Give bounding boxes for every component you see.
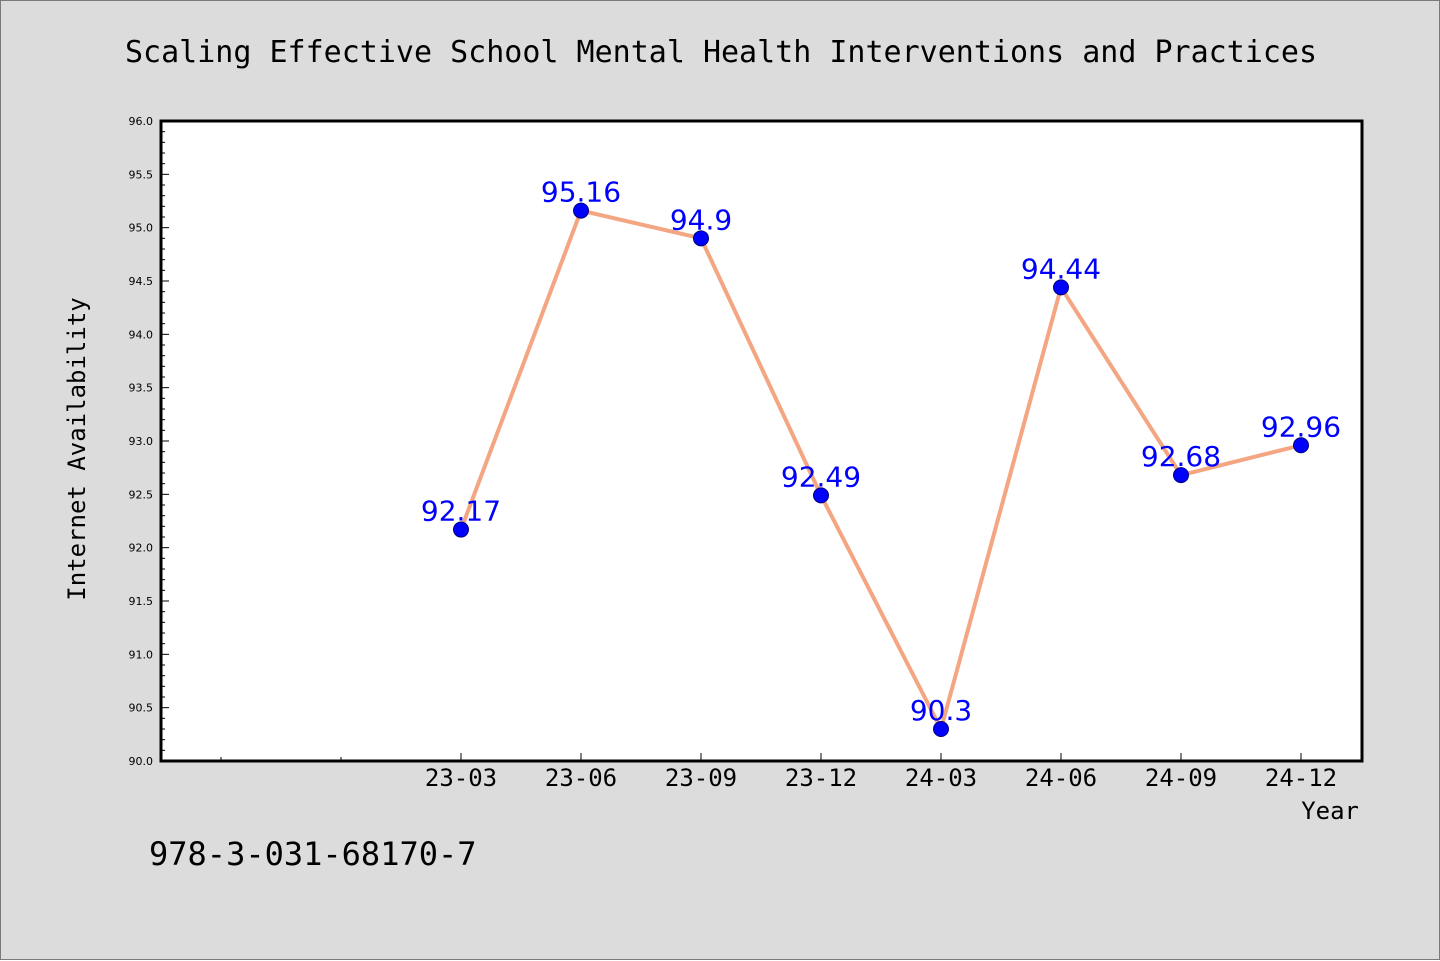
data-point [813,487,829,504]
y-tick-label: 95.5 [129,168,154,181]
data-point [933,721,949,737]
x-tick-label: 24-12 [1265,764,1337,792]
data-label: 92.17 [421,495,501,528]
y-tick-label: 92.0 [129,542,154,555]
y-tick-label: 94.0 [129,328,154,341]
data-label: 92.96 [1261,410,1341,443]
series-line [459,208,1303,731]
y-tick-label: 95.0 [129,222,154,235]
y-tick-label: 93.5 [129,382,154,395]
x-tick-label: 24-06 [1025,764,1097,792]
data-point [693,230,709,247]
data-label: 92.68 [1141,440,1221,473]
x-tick-label: 23-06 [545,764,617,792]
y-tick-label: 90.0 [129,755,154,768]
x-tick-label: 24-09 [1145,764,1217,792]
plot-background [161,121,1362,761]
data-point [453,521,469,538]
data-label: 92.49 [781,460,861,493]
x-tick-label: 23-09 [665,764,737,792]
y-tick-label: 96.0 [129,115,154,128]
data-point [1053,279,1069,296]
chart-title: Scaling Effective School Mental Health I… [124,35,1318,70]
data-label: 94.9 [670,203,732,236]
y-tick-label: 91.5 [129,595,154,608]
y-tick-label: 91.0 [129,648,154,661]
data-label: 94.44 [1021,252,1101,285]
x-axis-label: Year [1301,797,1359,825]
plot-frame [159,119,1364,763]
y-tick-label: 90.5 [129,702,154,715]
data-label: 90.3 [910,694,972,727]
data-label: 95.16 [541,176,621,209]
footer-isbn-text: 978-3-031-68170-7 [149,835,477,873]
data-point [1293,437,1309,454]
y-tick-label: 92.5 [129,488,154,501]
x-tick-label: 23-12 [785,764,857,792]
x-tick-label: 23-03 [425,764,497,792]
x-tick-label: 24-03 [905,764,977,792]
y-tick-label: 93.0 [129,435,154,448]
data-point [1173,467,1189,484]
y-tick-label: 94.5 [129,275,154,288]
data-point [573,202,589,219]
